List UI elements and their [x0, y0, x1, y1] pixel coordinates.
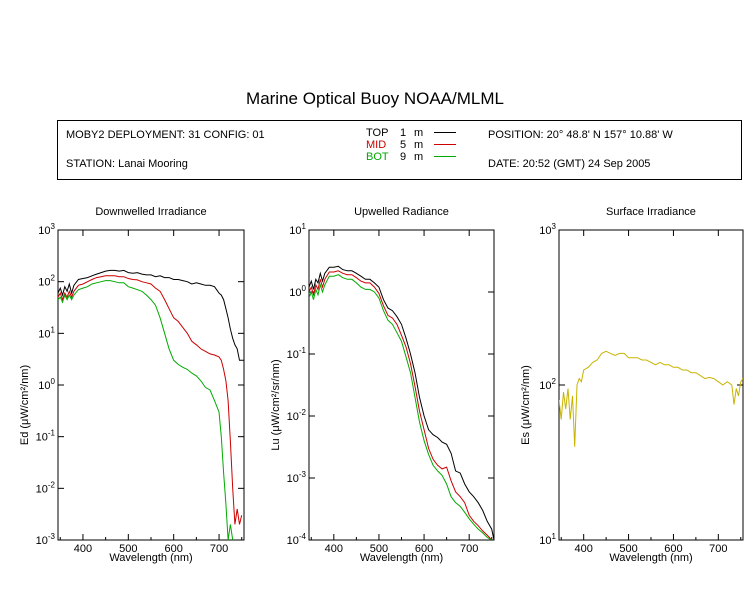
legend-mid-line — [434, 144, 456, 145]
chart-2: Surface Irradiance Wavelength (nm) Es (μW/… — [520, 206, 744, 564]
main-title: Marine Optical Buoy NOAA/MLML — [246, 89, 504, 108]
y-tick-label: 101 — [38, 325, 55, 340]
station-text: STATION: Lanai Mooring — [66, 158, 188, 170]
series-line-bot — [58, 280, 234, 540]
y-tick-label: 102 — [38, 274, 55, 289]
x-tick-label: 400 — [575, 543, 593, 555]
legend-top-line — [434, 132, 456, 133]
legend-top-depth: 1 — [400, 127, 407, 139]
legend-mid-unit: m — [414, 139, 424, 151]
series-line-es — [559, 350, 743, 447]
y-tick-label: 101 — [289, 222, 306, 237]
x-axis-label: Wavelength (nm) — [360, 552, 443, 564]
legend-top-unit: m — [414, 127, 424, 139]
chart-title: Upwelled Radiance — [354, 206, 449, 218]
x-tick-label: 700 — [460, 543, 478, 555]
legend-bot-name: BOT — [366, 151, 389, 163]
legend-mid-name: MID — [366, 139, 387, 151]
x-tick-label: 700 — [210, 543, 228, 555]
date-text: DATE: 20:52 (GMT) 24 Sep 2005 — [488, 158, 651, 170]
x-tick-label: 600 — [415, 543, 433, 555]
y-axis-label: Lu (μW/cm²/sr/nm) — [270, 359, 282, 450]
x-tick-label: 500 — [619, 543, 637, 555]
series-line-top — [309, 265, 494, 540]
x-tick-label: 500 — [370, 543, 388, 555]
y-tick-label: 10-3 — [36, 532, 56, 547]
plot-frame — [308, 229, 495, 541]
y-tick-label: 103 — [38, 222, 55, 237]
x-tick-label: 400 — [74, 543, 92, 555]
x-axis-label: Wavelength (nm) — [609, 552, 692, 564]
y-tick-label: 100 — [38, 377, 55, 392]
x-tick-label: 600 — [165, 543, 183, 555]
x-tick-label: 700 — [709, 543, 727, 555]
deployment-text: MOBY2 DEPLOYMENT: 31 CONFIG: 01 — [66, 129, 265, 141]
y-tick-label: 102 — [539, 377, 556, 392]
chart-1: Upwelled Radiance Wavelength (nm) Lu (μW/c… — [270, 206, 495, 564]
chart-title: Surface Irradiance — [606, 206, 696, 218]
y-tick-label: 10-1 — [36, 429, 56, 444]
x-tick-label: 500 — [119, 543, 137, 555]
position-text: POSITION: 20° 48.8' N 157° 10.88' W — [488, 129, 673, 141]
y-tick-label: 10-1 — [287, 346, 307, 361]
series-line-mid — [58, 275, 243, 525]
x-axis-label: Wavelength (nm) — [109, 552, 192, 564]
x-tick-label: 600 — [664, 543, 682, 555]
chart-title: Downwelled Irradiance — [95, 206, 206, 218]
series-line-bot — [309, 274, 492, 540]
y-tick-label: 10-2 — [287, 408, 307, 423]
y-tick-label: 10-3 — [287, 470, 307, 485]
legend-mid-depth: 5 — [400, 139, 407, 151]
y-tick-label: 100 — [289, 284, 306, 299]
legend-top-name: TOP — [366, 127, 389, 139]
series-line-top — [58, 269, 244, 361]
plot-frame — [558, 229, 744, 541]
y-axis-label: Es (μW/cm²/nm) — [520, 365, 532, 445]
legend-bot-unit: m — [414, 151, 424, 163]
y-axis-label: Ed (μW/cm²/nm) — [19, 365, 31, 445]
info-box: MOBY2 DEPLOYMENT: 31 CONFIG: 01 STATION:… — [57, 120, 742, 180]
legend-bot-depth: 9 — [400, 151, 407, 163]
series-line-mid — [309, 270, 493, 540]
y-tick-label: 103 — [539, 222, 556, 237]
legend-bot-line — [434, 156, 456, 157]
y-tick-label: 10-2 — [36, 480, 56, 495]
y-tick-label: 10-4 — [287, 532, 307, 547]
plot-frame — [57, 229, 245, 541]
x-tick-label: 400 — [325, 543, 343, 555]
chart-0: Downwelled Irradiance Wavelength (nm) Ed (… — [19, 206, 245, 564]
y-tick-label: 101 — [539, 532, 556, 547]
